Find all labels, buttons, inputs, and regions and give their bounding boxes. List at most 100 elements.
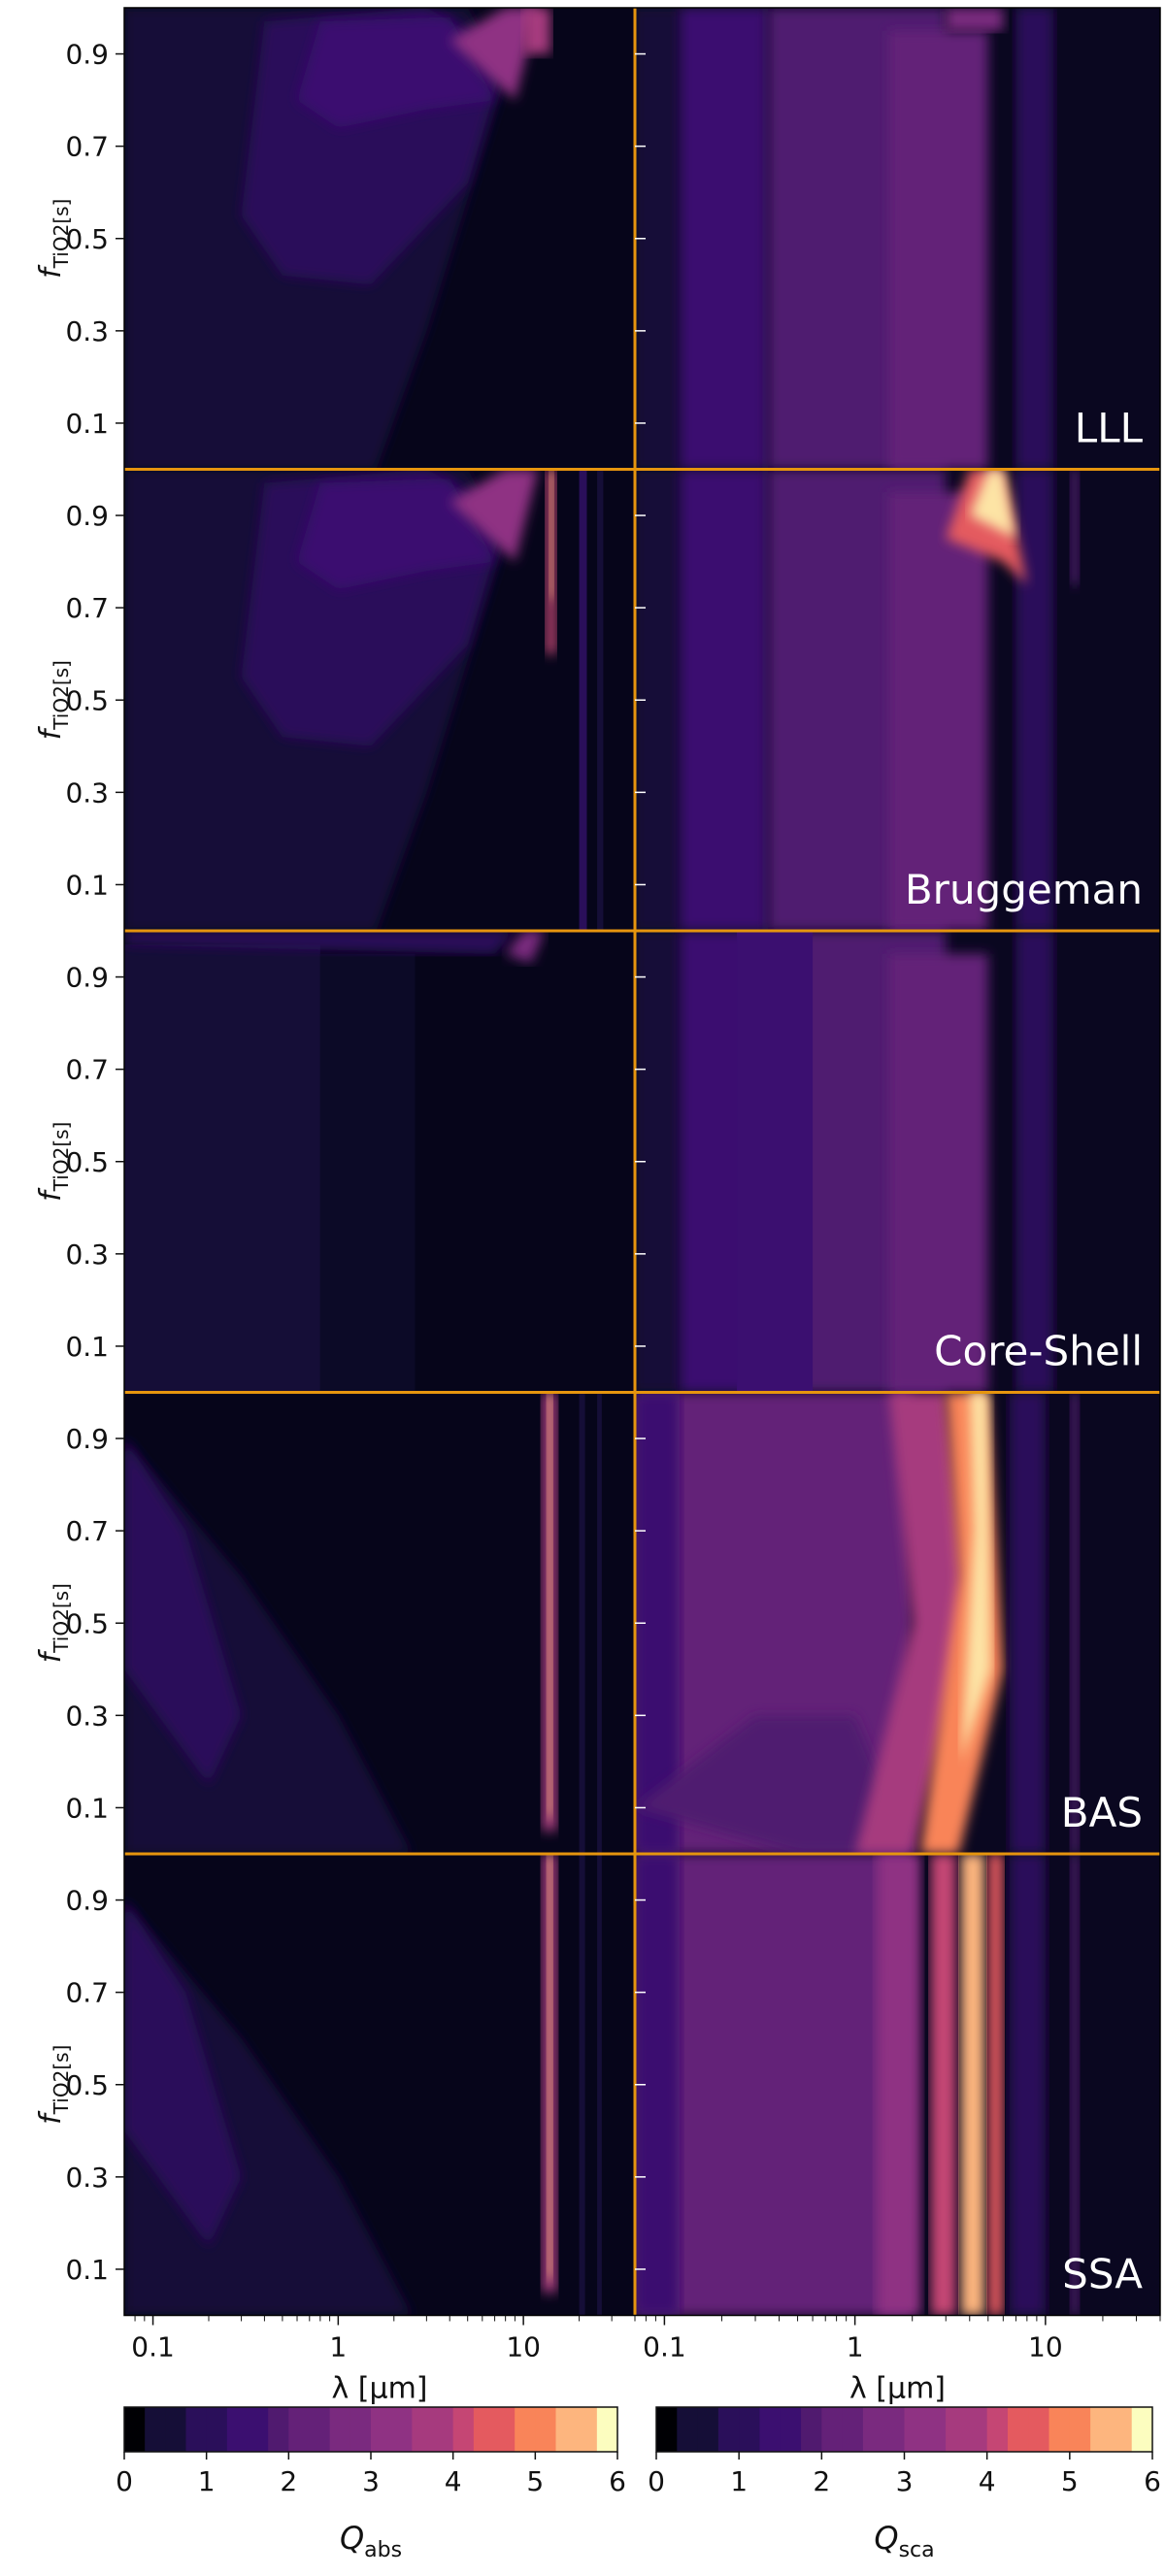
ssa-qsca-feature-line	[1070, 1854, 1080, 2316]
panel-label-bruggeman: Bruggeman	[905, 866, 1143, 913]
colorbar-q_abs-level	[124, 2407, 146, 2452]
bruggeman-qsca-region-low	[679, 469, 769, 931]
lll-qsca-top-band	[946, 8, 1004, 31]
colorbar-q_abs-level	[165, 2407, 186, 2452]
colorbar-q_abs-level	[185, 2407, 208, 2452]
ssa-qsca-band-3	[987, 1854, 1004, 2316]
bruggeman-qsca-hotspot-peak	[969, 469, 1016, 539]
ssa-qabs-region-mid	[124, 1899, 242, 2247]
colorbar-q_abs-label: Qabs	[340, 2520, 402, 2562]
colorbar-q_sca-level	[1028, 2407, 1050, 2452]
ssa-qabs-feature-line	[579, 1854, 585, 2316]
y-tick-label: 0.1	[65, 1792, 109, 1824]
x-tick-label: 0.1	[643, 2331, 686, 2363]
bas-qabs-feature-line	[579, 1392, 585, 1854]
bruggeman-qabs-feature-peak	[549, 469, 554, 599]
colorbar-q_sca-level	[1090, 2407, 1112, 2452]
colorbar-q_sca-level	[697, 2407, 719, 2452]
colorbar-tick-label: 4	[445, 2465, 462, 2497]
panel-grid	[124, 8, 1160, 2316]
colorbar-q_abs-level	[350, 2407, 372, 2452]
core-shell-qsca-falloff	[1015, 931, 1053, 1393]
ssa-qabs-feature-line2	[597, 1854, 602, 2316]
colorbar-tick-label: 2	[813, 2465, 830, 2497]
ssa-qsca-band-1	[876, 1854, 920, 2316]
colorbar-q_abs-level	[309, 2407, 331, 2452]
core-shell-qabs-region-low	[124, 944, 320, 1393]
y-tick-label: 0.1	[65, 2254, 109, 2286]
colorbar-tick-label: 5	[1061, 2465, 1079, 2497]
y-axis-label: fTiO2[s]	[34, 1583, 73, 1663]
colorbar-q_sca-level	[904, 2407, 926, 2452]
colorbar-tick-label: 1	[198, 2465, 216, 2497]
bruggeman-qsca-feature-line	[1070, 469, 1080, 585]
lll-qsca-region-high	[888, 30, 988, 470]
y-tick-label: 0.9	[65, 1885, 109, 1917]
y-axis-label: fTiO2[s]	[34, 199, 73, 279]
colorbar-q_sca-level	[1131, 2407, 1153, 2452]
colorbar-q_sca-level	[1007, 2407, 1029, 2452]
colorbar-q_sca-level	[780, 2407, 802, 2452]
colorbar-q_sca-level	[883, 2407, 905, 2452]
x-tick-label: 10	[506, 2331, 541, 2363]
panel-label-lll: LLL	[1075, 405, 1144, 452]
colorbar-q_abs-level	[596, 2407, 618, 2452]
colorbar-q_abs-level	[145, 2407, 166, 2452]
y-tick-label: 0.9	[65, 962, 109, 994]
colorbar-tick-label: 6	[1144, 2465, 1161, 2497]
bruggeman-qabs-ridge	[449, 469, 539, 562]
bas-qabs-region-mid	[124, 1438, 242, 1785]
panel-label-core-shell: Core-Shell	[934, 1328, 1143, 1375]
y-axis-label: fTiO2[s]	[34, 660, 73, 740]
bruggeman-qabs-feature-line2	[597, 469, 604, 931]
colorbar-tick-label: 0	[116, 2465, 133, 2497]
colorbar-q_abs-level	[535, 2407, 556, 2452]
bas-qabs-feature-line2	[597, 1392, 602, 1854]
ssa-qsca-band-2	[930, 1854, 956, 2316]
core-shell-qsca-region-high	[888, 953, 988, 1393]
colorbar-q_sca-level	[801, 2407, 822, 2452]
x-axis-label-right: λ [μm]	[849, 2372, 946, 2406]
colorbar-q_sca-level	[717, 2407, 740, 2452]
y-tick-label: 0.7	[65, 592, 109, 624]
colorbar-q_abs-level	[515, 2407, 536, 2452]
y-tick-label: 0.3	[65, 315, 109, 347]
y-tick-label: 0.1	[65, 869, 109, 901]
y-tick-label: 0.9	[65, 39, 109, 71]
colorbar-tick-label: 5	[526, 2465, 544, 2497]
bruggeman-qsca-region-high	[888, 492, 988, 931]
bas-qsca-ridge-peak	[960, 1392, 992, 1762]
colorbar-q_abs-level	[555, 2407, 578, 2452]
colorbar-q_abs-level	[206, 2407, 228, 2452]
y-tick-label: 0.5	[65, 1607, 109, 1639]
colorbar-q_abs-level	[452, 2407, 475, 2452]
colorbar-q_abs-level	[391, 2407, 413, 2452]
colorbar-q_sca-level	[1048, 2407, 1071, 2452]
y-tick-label: 0.1	[65, 1331, 109, 1363]
colorbar-q_abs-level	[248, 2407, 269, 2452]
colorbar-q_sca-level	[1111, 2407, 1133, 2452]
colorbar-tick-label: 1	[730, 2465, 748, 2497]
bruggeman-qabs-region-high	[297, 479, 495, 590]
colorbar-q_abs-level	[576, 2407, 598, 2452]
y-tick-label: 0.5	[65, 1146, 109, 1178]
colorbar-q_sca-level	[821, 2407, 844, 2452]
bas-qsca-falloff	[1010, 1392, 1046, 1854]
y-tick-label: 0.7	[65, 1515, 109, 1547]
colorbar-q_abs-level	[329, 2407, 351, 2452]
colorbar-tick-label: 2	[280, 2465, 297, 2497]
panel-label-bas: BAS	[1061, 1789, 1143, 1836]
colorbar-q_abs-level	[473, 2407, 495, 2452]
y-tick-label: 0.7	[65, 1054, 109, 1086]
y-tick-label: 0.1	[65, 408, 109, 440]
ssa-qsca-band-peak	[960, 1854, 985, 2316]
colorbar-q_abs-level	[226, 2407, 249, 2452]
colorbar-tick-label: 3	[896, 2465, 914, 2497]
y-axis-label: fTiO2[s]	[34, 2045, 73, 2125]
colorbar-tick-label: 3	[362, 2465, 380, 2497]
bruggeman-qsca-falloff	[1015, 469, 1053, 931]
colorbar-q_sca-level	[1069, 2407, 1091, 2452]
y-tick-label: 0.5	[65, 223, 109, 255]
x-axis-label-left: λ [μm]	[331, 2372, 427, 2406]
colorbar-q_abs-level	[412, 2407, 433, 2452]
